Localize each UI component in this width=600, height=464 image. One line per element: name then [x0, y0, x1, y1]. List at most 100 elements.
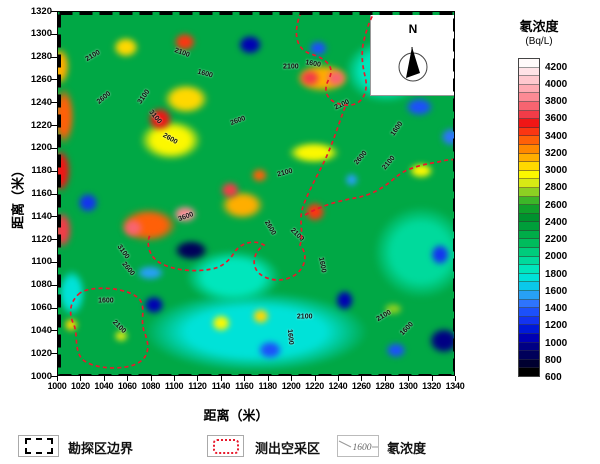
colorbar-cell [519, 273, 539, 283]
x-tick-mark [220, 376, 222, 381]
colorbar-tick-label: 600 [545, 372, 562, 383]
x-tick-mark [57, 376, 58, 381]
y-tick-mark [51, 102, 57, 104]
y-tick-mark [51, 284, 57, 286]
colorbar-cell [519, 67, 539, 77]
contour-line-icon: 1600 [338, 440, 378, 453]
y-tick-label: 1000 [30, 370, 52, 382]
x-tick-label: 1100 [164, 381, 184, 391]
y-tick-label: 1180 [31, 165, 52, 177]
colorbar-cell [519, 265, 539, 274]
x-tick-label: 1080 [141, 381, 161, 391]
contour-value-label: 1600 [390, 120, 405, 137]
colorbar-cell [519, 256, 539, 266]
x-tick-label: 1160 [235, 381, 254, 391]
colorbar-cell [519, 205, 539, 214]
x-tick-label: 1120 [188, 381, 207, 391]
colorbar-cell [519, 299, 539, 309]
x-tick-label: 1020 [70, 381, 90, 391]
colorbar-tick-label: 2200 [545, 234, 568, 246]
colorbar-cell [519, 291, 539, 300]
y-tick-label: 1320 [30, 5, 52, 17]
x-tick-label: 1300 [398, 381, 418, 391]
contour-value-label: 3100 [136, 88, 151, 105]
colorbar-cell [519, 93, 539, 102]
colorbar-tick-label: 4200 [545, 61, 568, 73]
y-tick-label: 1280 [30, 51, 52, 63]
colorbar-cell [519, 248, 539, 257]
y-tick-label: 1020 [30, 347, 52, 359]
colorbar-cell [519, 119, 539, 128]
colorbar-cell [519, 368, 539, 376]
colorbar-cell [519, 76, 539, 85]
y-tick-mark [51, 193, 57, 195]
y-tick-mark [51, 239, 57, 241]
colorbar-cell [519, 316, 539, 326]
colorbar-tick-label: 4000 [545, 78, 568, 90]
contour-value-label: 2100 [288, 226, 305, 243]
colorbar-cell [519, 162, 539, 171]
colorbar-tick-label: 800 [545, 354, 562, 366]
contour-value-label: 2600 [353, 150, 370, 167]
contour-value-label: 2600 [161, 132, 179, 147]
y-tick-label: 1080 [30, 279, 52, 291]
y-tick-mark [51, 11, 57, 12]
contour-value-label: 1600 [316, 256, 327, 273]
y-tick-mark [51, 170, 57, 172]
colorbar-cell [519, 179, 539, 188]
colorbar-cell [519, 308, 539, 317]
colorbar-cell [519, 136, 539, 145]
y-tick-label: 1120 [31, 233, 52, 245]
x-tick-label: 1280 [375, 381, 395, 391]
x-tick-mark [291, 376, 293, 381]
colorbar-tick-label: 2600 [545, 199, 568, 211]
colorbar-title: 氡浓度 [519, 19, 559, 34]
y-tick-mark [51, 353, 57, 355]
contour-value-label: 2100 [276, 167, 294, 179]
x-tick-label: 1320 [422, 381, 441, 391]
colorbar-unit: (Bq/L) [525, 36, 553, 47]
colorbar-cell [519, 144, 539, 154]
colorbar-cell [519, 170, 539, 180]
y-tick-mark [51, 261, 57, 263]
x-tick-mark [127, 376, 129, 381]
contour-value-label: 2100 [173, 46, 191, 59]
colorbar-cell [519, 84, 539, 94]
contour-value-label: 1600 [304, 58, 321, 69]
legend-label-goaf: 测出空采区 [255, 441, 321, 456]
y-tick-label: 1260 [30, 73, 52, 85]
colorbar-cell [519, 127, 539, 137]
x-tick-mark [150, 376, 152, 381]
x-tick-mark [361, 376, 363, 381]
y-tick-label: 1200 [30, 142, 52, 154]
y-tick-label: 1240 [30, 96, 52, 108]
colorbar-cell [519, 351, 539, 360]
x-tick-mark [197, 376, 199, 381]
contour-value-label: 2600 [120, 260, 137, 277]
y-tick-label: 1040 [30, 324, 52, 336]
colorbar-cell [519, 239, 539, 249]
legend-swatch-radon-contour: 1600 [337, 435, 379, 457]
x-tick-mark [408, 376, 410, 381]
x-tick-label: 1040 [94, 381, 114, 391]
y-tick-mark [51, 33, 57, 35]
x-tick-label: 1200 [281, 381, 301, 391]
contour-value-label: 1600 [196, 68, 214, 80]
colorbar-tick-label: 2400 [545, 216, 568, 228]
colorbar [518, 58, 540, 377]
compass-icon [398, 46, 428, 82]
x-axis-title: 距离（米） [203, 408, 269, 423]
x-tick-mark [80, 376, 82, 381]
contour-value-label: 2100 [296, 313, 313, 321]
x-tick-label: 1180 [258, 381, 278, 391]
map-plot: 2100 2100 1600 1600 2100 2600 3100 3100 2600 2600… [57, 11, 455, 376]
colorbar-tick-label: 1600 [545, 285, 568, 297]
contour-value-label: 2600 [262, 219, 277, 237]
contour-value-label: 1600 [399, 321, 416, 338]
y-tick-label: 1220 [30, 119, 52, 131]
x-tick-label: 1220 [305, 381, 324, 391]
legend-swatch-goaf [207, 435, 244, 457]
y-tick-mark [51, 376, 57, 377]
red-dotted-rect-icon [212, 438, 239, 454]
